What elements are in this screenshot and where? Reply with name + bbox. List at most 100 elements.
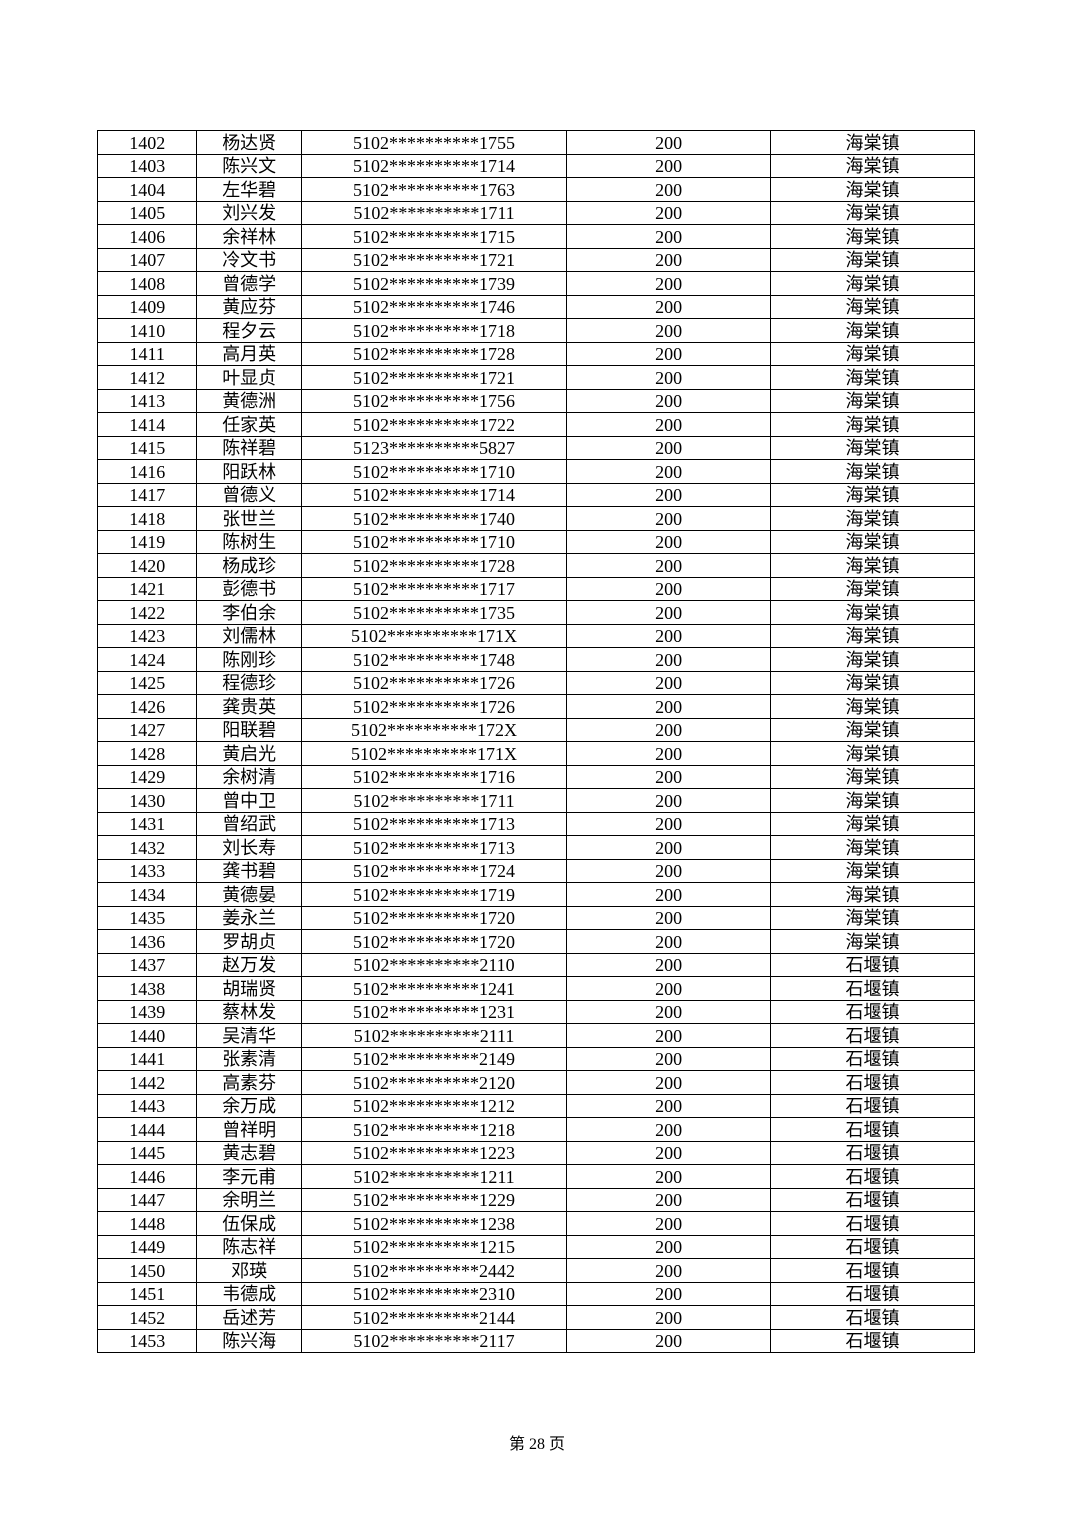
id-number-cell: 5102**********1728 bbox=[300, 341, 568, 366]
table-row: 1414 任家英 5102**********1722 200 海棠镇 bbox=[96, 412, 975, 437]
serial-number-cell: 1446 bbox=[96, 1164, 198, 1189]
id-number-cell: 5102**********1212 bbox=[300, 1093, 568, 1118]
serial-number-cell: 1421 bbox=[96, 576, 198, 601]
id-number-cell: 5102**********2110 bbox=[300, 952, 568, 977]
town-cell: 石堰镇 bbox=[770, 1234, 975, 1259]
serial-number-cell: 1435 bbox=[96, 905, 198, 930]
serial-number-cell: 1411 bbox=[96, 341, 198, 366]
name-cell: 余明兰 bbox=[196, 1187, 302, 1212]
amount-cell: 200 bbox=[566, 952, 772, 977]
table-row: 1451 韦德成 5102**********2310 200 石堰镇 bbox=[96, 1281, 975, 1306]
table-row: 1442 高素芬 5102**********2120 200 石堰镇 bbox=[96, 1070, 975, 1095]
id-number-cell: 5102**********1726 bbox=[300, 670, 568, 695]
amount-cell: 200 bbox=[566, 1140, 772, 1165]
id-number-cell: 5102**********1718 bbox=[300, 318, 568, 343]
table-row: 1449 陈志祥 5102**********1215 200 石堰镇 bbox=[96, 1234, 975, 1259]
table-row: 1448 伍保成 5102**********1238 200 石堰镇 bbox=[96, 1211, 975, 1236]
table-row: 1437 赵万发 5102**********2110 200 石堰镇 bbox=[96, 952, 975, 977]
town-cell: 石堰镇 bbox=[770, 952, 975, 977]
town-cell: 海棠镇 bbox=[770, 576, 975, 601]
table-row: 1421 彭德书 5102**********1717 200 海棠镇 bbox=[96, 576, 975, 601]
name-cell: 刘儒林 bbox=[196, 623, 302, 648]
amount-cell: 200 bbox=[566, 271, 772, 296]
id-number-cell: 5102**********2117 bbox=[300, 1328, 568, 1353]
id-number-cell: 5102**********1726 bbox=[300, 694, 568, 719]
town-cell: 海棠镇 bbox=[770, 294, 975, 319]
id-number-cell: 5102**********2120 bbox=[300, 1070, 568, 1095]
table-row: 1409 黄应芬 5102**********1746 200 海棠镇 bbox=[96, 294, 975, 319]
serial-number-cell: 1436 bbox=[96, 929, 198, 954]
town-cell: 海棠镇 bbox=[770, 670, 975, 695]
serial-number-cell: 1404 bbox=[96, 177, 198, 202]
name-cell: 李伯余 bbox=[196, 600, 302, 625]
id-number-cell: 5123**********5827 bbox=[300, 435, 568, 460]
town-cell: 海棠镇 bbox=[770, 341, 975, 366]
table-row: 1405 刘兴发 5102**********1711 200 海棠镇 bbox=[96, 200, 975, 225]
table-row: 1426 龚贵英 5102**********1726 200 海棠镇 bbox=[96, 694, 975, 719]
town-cell: 海棠镇 bbox=[770, 412, 975, 437]
name-cell: 龚贵英 bbox=[196, 694, 302, 719]
serial-number-cell: 1414 bbox=[96, 412, 198, 437]
amount-cell: 200 bbox=[566, 1258, 772, 1283]
id-number-cell: 5102**********1763 bbox=[300, 177, 568, 202]
town-cell: 海棠镇 bbox=[770, 835, 975, 860]
serial-number-cell: 1415 bbox=[96, 435, 198, 460]
serial-number-cell: 1418 bbox=[96, 506, 198, 531]
amount-cell: 200 bbox=[566, 341, 772, 366]
name-cell: 杨成珍 bbox=[196, 553, 302, 578]
town-cell: 海棠镇 bbox=[770, 717, 975, 742]
id-number-cell: 5102**********1756 bbox=[300, 388, 568, 413]
serial-number-cell: 1406 bbox=[96, 224, 198, 249]
serial-number-cell: 1441 bbox=[96, 1046, 198, 1071]
serial-number-cell: 1413 bbox=[96, 388, 198, 413]
amount-cell: 200 bbox=[566, 200, 772, 225]
town-cell: 石堰镇 bbox=[770, 1281, 975, 1306]
name-cell: 胡瑞贤 bbox=[196, 976, 302, 1001]
town-cell: 海棠镇 bbox=[770, 271, 975, 296]
serial-number-cell: 1409 bbox=[96, 294, 198, 319]
amount-cell: 200 bbox=[566, 1211, 772, 1236]
amount-cell: 200 bbox=[566, 576, 772, 601]
amount-cell: 200 bbox=[566, 788, 772, 813]
id-number-cell: 5102**********1735 bbox=[300, 600, 568, 625]
serial-number-cell: 1419 bbox=[96, 529, 198, 554]
name-cell: 阳跃林 bbox=[196, 459, 302, 484]
name-cell: 阳联碧 bbox=[196, 717, 302, 742]
table-row: 1432 刘长寿 5102**********1713 200 海棠镇 bbox=[96, 835, 975, 860]
id-number-cell: 5102**********1717 bbox=[300, 576, 568, 601]
amount-cell: 200 bbox=[566, 365, 772, 390]
amount-cell: 200 bbox=[566, 1046, 772, 1071]
amount-cell: 200 bbox=[566, 717, 772, 742]
amount-cell: 200 bbox=[566, 1305, 772, 1330]
town-cell: 石堰镇 bbox=[770, 1187, 975, 1212]
table-row: 1445 黄志碧 5102**********1223 200 石堰镇 bbox=[96, 1140, 975, 1165]
name-cell: 余万成 bbox=[196, 1093, 302, 1118]
name-cell: 李元甫 bbox=[196, 1164, 302, 1189]
id-number-cell: 5102**********1710 bbox=[300, 459, 568, 484]
amount-cell: 200 bbox=[566, 811, 772, 836]
name-cell: 刘兴发 bbox=[196, 200, 302, 225]
serial-number-cell: 1422 bbox=[96, 600, 198, 625]
town-cell: 石堰镇 bbox=[770, 1305, 975, 1330]
table-body: 1402 杨达贤 5102**********1755 200 海棠镇 1403 陈兴文 51… bbox=[96, 130, 975, 1353]
amount-cell: 200 bbox=[566, 1234, 772, 1259]
name-cell: 岳述芳 bbox=[196, 1305, 302, 1330]
id-number-cell: 5102**********172X bbox=[300, 717, 568, 742]
town-cell: 海棠镇 bbox=[770, 741, 975, 766]
town-cell: 海棠镇 bbox=[770, 130, 975, 155]
serial-number-cell: 1423 bbox=[96, 623, 198, 648]
town-cell: 石堰镇 bbox=[770, 1258, 975, 1283]
serial-number-cell: 1412 bbox=[96, 365, 198, 390]
amount-cell: 200 bbox=[566, 1093, 772, 1118]
town-cell: 海棠镇 bbox=[770, 247, 975, 272]
name-cell: 陈兴文 bbox=[196, 153, 302, 178]
amount-cell: 200 bbox=[566, 247, 772, 272]
town-cell: 石堰镇 bbox=[770, 1164, 975, 1189]
table-row: 1431 曾绍武 5102**********1713 200 海棠镇 bbox=[96, 811, 975, 836]
amount-cell: 200 bbox=[566, 1328, 772, 1353]
serial-number-cell: 1424 bbox=[96, 647, 198, 672]
id-number-cell: 5102**********1724 bbox=[300, 858, 568, 883]
town-cell: 海棠镇 bbox=[770, 764, 975, 789]
name-cell: 伍保成 bbox=[196, 1211, 302, 1236]
serial-number-cell: 1452 bbox=[96, 1305, 198, 1330]
